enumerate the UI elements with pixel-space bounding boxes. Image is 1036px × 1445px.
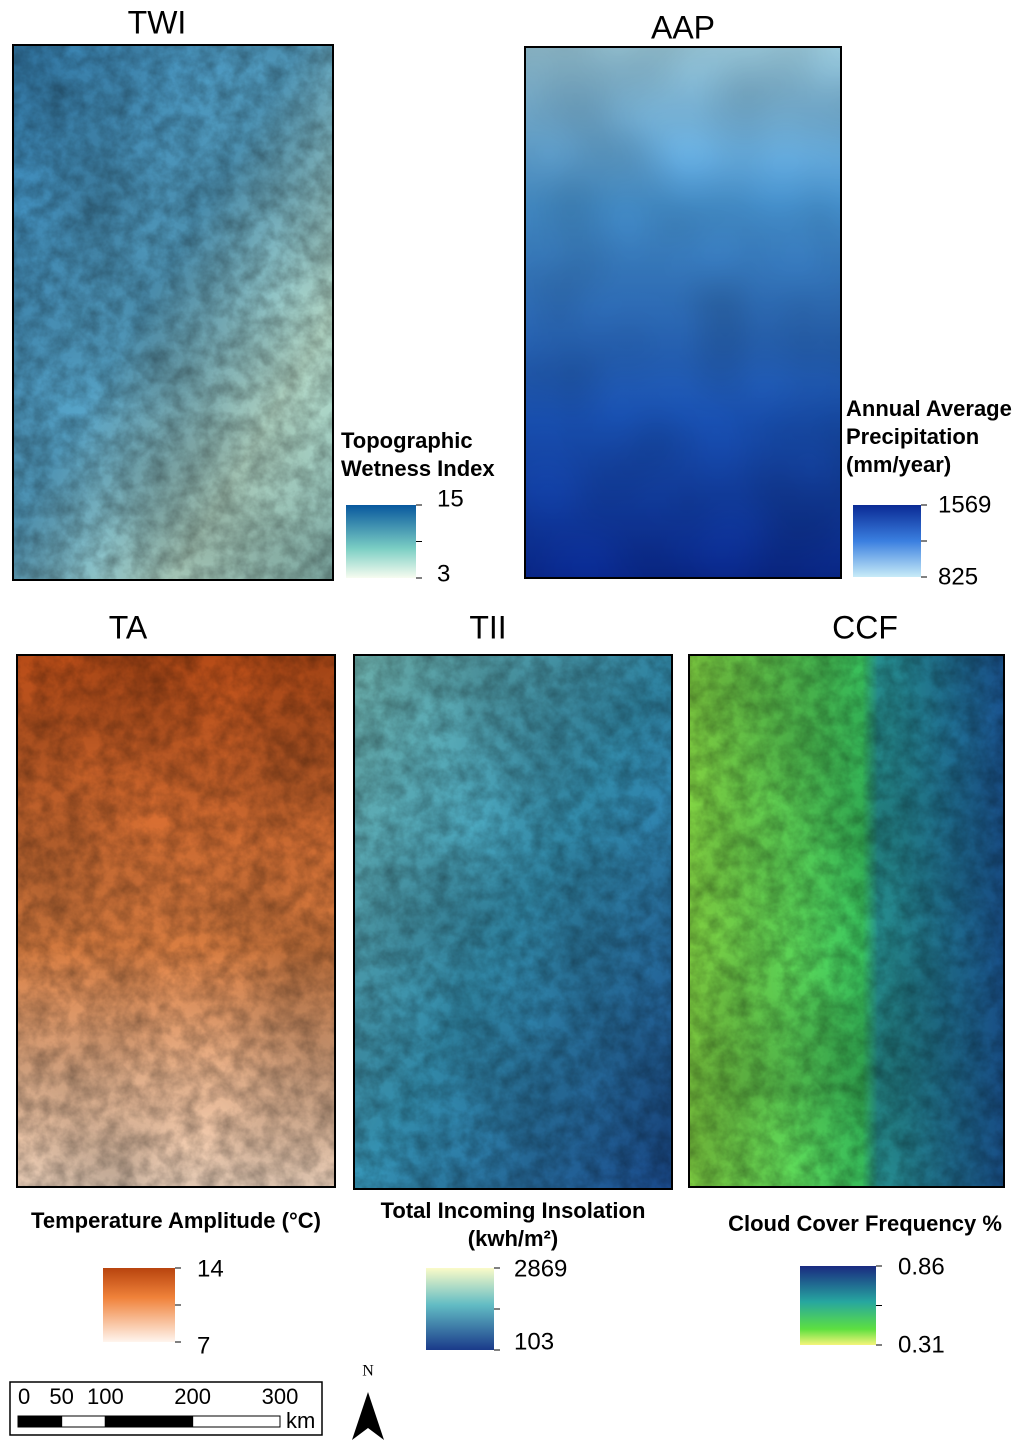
- legend-title: (kwh/m²): [468, 1226, 558, 1251]
- legend-max: 14: [197, 1255, 224, 1282]
- scale-segment: [18, 1416, 62, 1427]
- north-arrow: [352, 1392, 384, 1440]
- panel-title: AAP: [651, 9, 715, 45]
- legend-title: Wetness Index: [341, 456, 495, 481]
- legend-max: 15: [437, 485, 464, 512]
- scale-label: 300: [262, 1384, 299, 1409]
- legend-min: 825: [938, 563, 978, 590]
- color-ramp: [853, 505, 921, 577]
- legend-title: Topographic: [341, 428, 473, 453]
- legend-max: 1569: [938, 491, 991, 518]
- raster-texture: [13, 45, 333, 580]
- legend-title: Total Incoming Insolation: [381, 1198, 646, 1223]
- legend-title: Precipitation: [846, 424, 979, 449]
- legend-title: (mm/year): [846, 452, 951, 477]
- scale-segment: [193, 1416, 280, 1427]
- color-ramp: [103, 1268, 175, 1342]
- panel-title: TII: [469, 609, 506, 645]
- scale-segment: [105, 1416, 192, 1427]
- scale-label: 50: [49, 1384, 73, 1409]
- legend-max: 0.86: [898, 1253, 945, 1280]
- legend-min: 103: [514, 1328, 554, 1355]
- panel-title: TWI: [128, 4, 187, 40]
- legend-min: 7: [197, 1332, 210, 1359]
- legend-title: Cloud Cover Frequency %: [728, 1211, 1002, 1236]
- legend-title: Annual Average: [846, 396, 1012, 421]
- panel-title: CCF: [832, 609, 898, 645]
- panel-title: TA: [109, 609, 148, 645]
- scale-label: 0: [18, 1384, 30, 1409]
- legend-min: 3: [437, 560, 450, 587]
- color-ramp: [426, 1268, 494, 1350]
- north-label: N: [362, 1363, 374, 1380]
- scale-unit: km: [286, 1408, 315, 1433]
- scale-label: 100: [87, 1384, 124, 1409]
- raster-texture: [525, 47, 841, 578]
- raster-texture: [689, 655, 1004, 1187]
- figure: TWI Topographic Wetness Index 15 3 AAP Annual …: [0, 0, 1036, 1440]
- scale-segment: [62, 1416, 106, 1427]
- color-ramp: [800, 1266, 876, 1345]
- legend-max: 2869: [514, 1255, 567, 1282]
- raster-texture: [354, 655, 672, 1189]
- scale-label: 200: [174, 1384, 211, 1409]
- legend-min: 0.31: [898, 1331, 945, 1358]
- legend-title: Temperature Amplitude (°C): [31, 1208, 321, 1233]
- raster-texture: [17, 655, 335, 1187]
- color-ramp: [346, 505, 416, 578]
